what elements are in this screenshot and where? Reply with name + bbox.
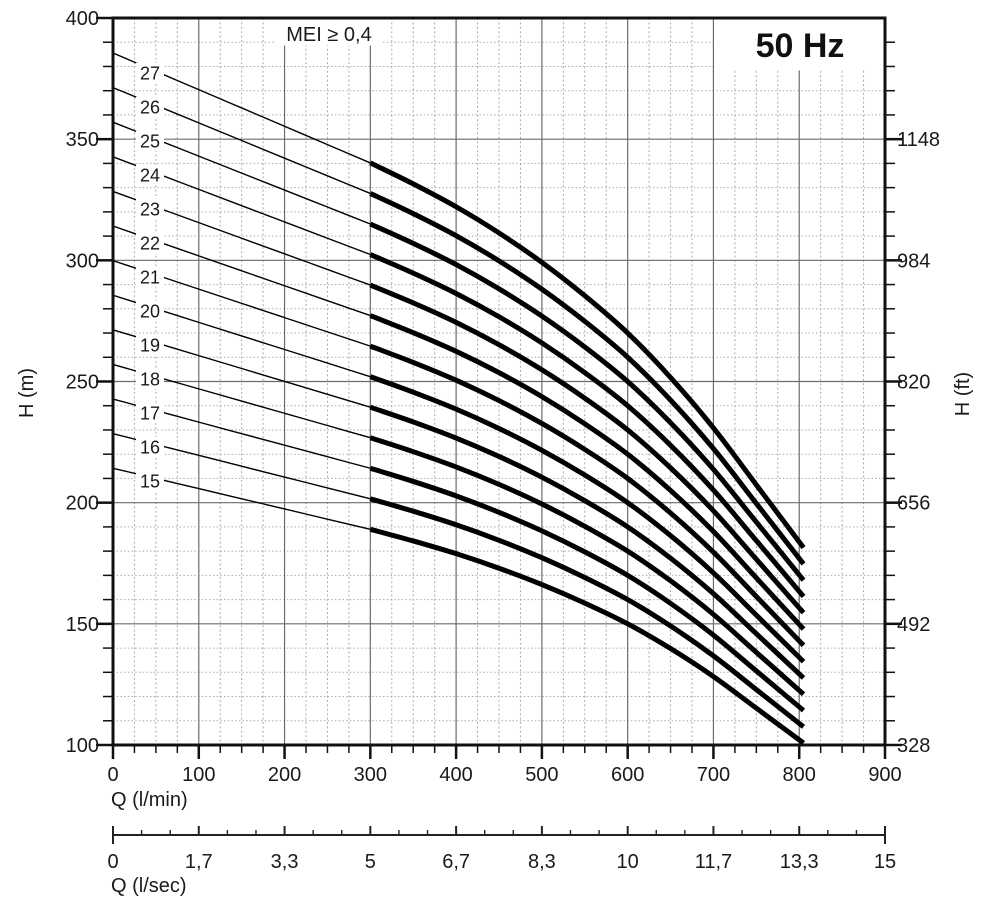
curve-16-stages-thick xyxy=(369,496,806,729)
bottom-axis-tick-label-300: 300 xyxy=(354,764,387,786)
plot-frame xyxy=(111,16,887,747)
secondary-axis-tick-label-1,7: 1,7 xyxy=(185,851,213,873)
stage-label-box-19 xyxy=(136,334,164,355)
mei-label-box xyxy=(276,19,381,46)
axis-ticks xyxy=(96,16,902,759)
left-axis-tick-label-250: 250 xyxy=(66,372,99,394)
left-axis-tick-label-300: 300 xyxy=(66,250,99,272)
secondary-axis-tick-label-15: 15 xyxy=(874,851,896,873)
stage-label-box-17 xyxy=(136,402,164,423)
right-axis-tick-label-1148: 1148 xyxy=(897,129,940,151)
bottom-axis-tick-label-0: 0 xyxy=(107,764,118,786)
bottom-axis-tick-label-200: 200 xyxy=(268,764,301,786)
curve-22-stages-thick xyxy=(369,313,806,631)
curve-17-stages-thick xyxy=(369,465,806,713)
bottom-axis-tick-label-800: 800 xyxy=(783,764,816,786)
curve-26-stages-thick xyxy=(369,191,806,566)
stage-labels: 15 16 17 18 19 20 21 22 23 24 25 26 27 xyxy=(140,63,160,491)
stage-label-22: 22 xyxy=(140,233,160,253)
stage-label-19: 19 xyxy=(140,335,160,355)
secondary-axis-tick-label-6,7: 6,7 xyxy=(442,851,470,873)
secondary-axis-tick-label-13,3: 13,3 xyxy=(780,851,819,873)
right-axis-tick-label-492: 492 xyxy=(897,614,930,636)
left-axis-tick-label-400: 400 xyxy=(66,8,99,30)
stage-label-box-23 xyxy=(136,198,164,219)
stage-label-box-21 xyxy=(136,266,164,287)
secondary-axis-tick-label-0: 0 xyxy=(107,851,118,873)
curve-18-stages-thick xyxy=(369,435,806,697)
stage-label-box-15 xyxy=(136,471,164,492)
stage-label-box-22 xyxy=(136,232,164,253)
bottom-axis-tick-label-500: 500 xyxy=(525,764,558,786)
bottom-axis-title: Q (l/min) xyxy=(111,789,188,811)
left-axis-tick-label-150: 150 xyxy=(66,614,99,636)
secondary-flow-axis: 0 1,7 3,3 5 6,7 8,3 10 11,7 13,3 15 xyxy=(107,826,896,873)
stage-label-18: 18 xyxy=(140,369,160,389)
curve-19-stages-thick xyxy=(369,404,806,680)
mei-rating-label: MEI ≥ 0,4 xyxy=(286,24,371,46)
stage-label-box-25 xyxy=(136,130,164,151)
stage-label-box-20 xyxy=(136,300,164,321)
secondary-axis-tick-label-5: 5 xyxy=(365,851,376,873)
axis-tick-labels: 1001502002503003504003284926568209841148… xyxy=(66,8,940,786)
stage-label-box-16 xyxy=(136,436,164,457)
frequency-label-box xyxy=(714,19,884,71)
stage-label-24: 24 xyxy=(140,165,160,185)
bottom-axis-tick-label-100: 100 xyxy=(182,764,215,786)
right-axis-tick-label-328: 328 xyxy=(897,735,930,757)
stage-label-box-27 xyxy=(136,62,164,83)
secondary-axis-tick-label-3,3: 3,3 xyxy=(271,851,299,873)
left-axis-tick-label-350: 350 xyxy=(66,129,99,151)
left-axis-tick-label-200: 200 xyxy=(66,493,99,515)
stage-label-25: 25 xyxy=(140,131,160,151)
left-axis-title: H (m) xyxy=(16,368,38,418)
stage-curves xyxy=(112,52,806,746)
secondary-axis-tick-label-10: 10 xyxy=(617,851,639,873)
stage-label-26: 26 xyxy=(140,97,160,117)
bottom-axis-tick-label-400: 400 xyxy=(439,764,472,786)
stage-label-box-18 xyxy=(136,368,164,389)
stage-label-16: 16 xyxy=(140,437,160,457)
curve-23-stages-thick xyxy=(369,282,806,615)
curve-20-stages-thick xyxy=(369,374,806,664)
curve-24-stages-thick xyxy=(369,252,806,599)
secondary-axis-tick-label-8,3: 8,3 xyxy=(528,851,556,873)
secondary-axis-title: Q (l/sec) xyxy=(111,875,187,897)
stage-label-15: 15 xyxy=(140,472,160,492)
grid xyxy=(113,18,885,745)
frequency-label: 50 Hz xyxy=(756,27,845,65)
curve-21-stages-thick xyxy=(369,343,806,648)
stage-label-20: 20 xyxy=(140,301,160,321)
stage-label-box-24 xyxy=(136,164,164,185)
stage-label-box-26 xyxy=(136,96,164,117)
stage-label-27: 27 xyxy=(140,63,160,83)
curve-27-stages-thick xyxy=(369,160,806,550)
right-axis-tick-label-984: 984 xyxy=(897,250,930,272)
stage-label-17: 17 xyxy=(140,403,160,423)
curve-15-stages-thick xyxy=(369,526,805,746)
secondary-axis-tick-label-11,7: 11,7 xyxy=(695,851,732,873)
right-axis-tick-label-656: 656 xyxy=(897,493,930,515)
stage-label-boxes xyxy=(136,62,164,492)
bottom-axis-tick-label-700: 700 xyxy=(697,764,730,786)
bottom-axis-tick-label-900: 900 xyxy=(868,764,901,786)
right-axis-title: H (ft) xyxy=(952,372,974,416)
right-axis-tick-label-820: 820 xyxy=(897,372,930,394)
bottom-axis-tick-label-600: 600 xyxy=(611,764,644,786)
stage-label-21: 21 xyxy=(140,267,160,287)
left-axis-tick-label-100: 100 xyxy=(66,735,99,757)
curve-25-stages-thick xyxy=(369,221,806,582)
stage-label-23: 23 xyxy=(140,199,160,219)
